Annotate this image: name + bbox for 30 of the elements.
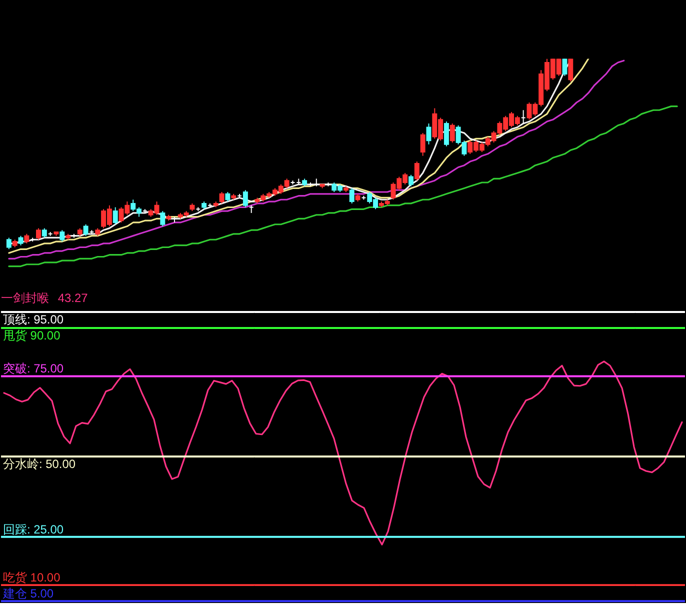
candlestick bbox=[112, 206, 118, 225]
text: 43.27 bbox=[58, 291, 88, 305]
candlestick bbox=[219, 192, 224, 204]
ref-line-label: 吃货 10.00 bbox=[2, 570, 61, 585]
ref-line-label: 建仓 5.00 bbox=[2, 586, 54, 601]
ref-line-label: 分水岭: 50.00 bbox=[2, 457, 76, 472]
candlestick bbox=[225, 192, 230, 202]
candlestick bbox=[562, 58, 568, 76]
candlestick bbox=[60, 230, 65, 242]
candlestick bbox=[6, 237, 12, 250]
candlestick bbox=[426, 122, 432, 145]
candlestick bbox=[160, 210, 166, 227]
candlestick bbox=[444, 121, 449, 147]
candlestick bbox=[450, 122, 455, 143]
candlestick bbox=[18, 235, 24, 246]
candlestick bbox=[83, 224, 88, 236]
candlestick bbox=[420, 132, 426, 156]
candlestick bbox=[242, 190, 248, 208]
ref-line-label: 回踩: 25.00 bbox=[2, 522, 64, 536]
text: 一剑封喉 bbox=[0, 291, 49, 305]
candlestick bbox=[36, 228, 41, 240]
candlestick bbox=[24, 233, 30, 244]
candlestick bbox=[349, 188, 354, 204]
candlestick bbox=[408, 174, 414, 187]
ref-line-label: 甩货 90.00 bbox=[2, 328, 61, 342]
candlestick bbox=[42, 228, 47, 238]
candlestick bbox=[414, 161, 420, 182]
ref-line-label: 突破: 75.00 bbox=[2, 362, 64, 376]
ref-line-label: 顶线: 95.00 bbox=[2, 312, 64, 326]
candlestick bbox=[568, 58, 574, 82]
